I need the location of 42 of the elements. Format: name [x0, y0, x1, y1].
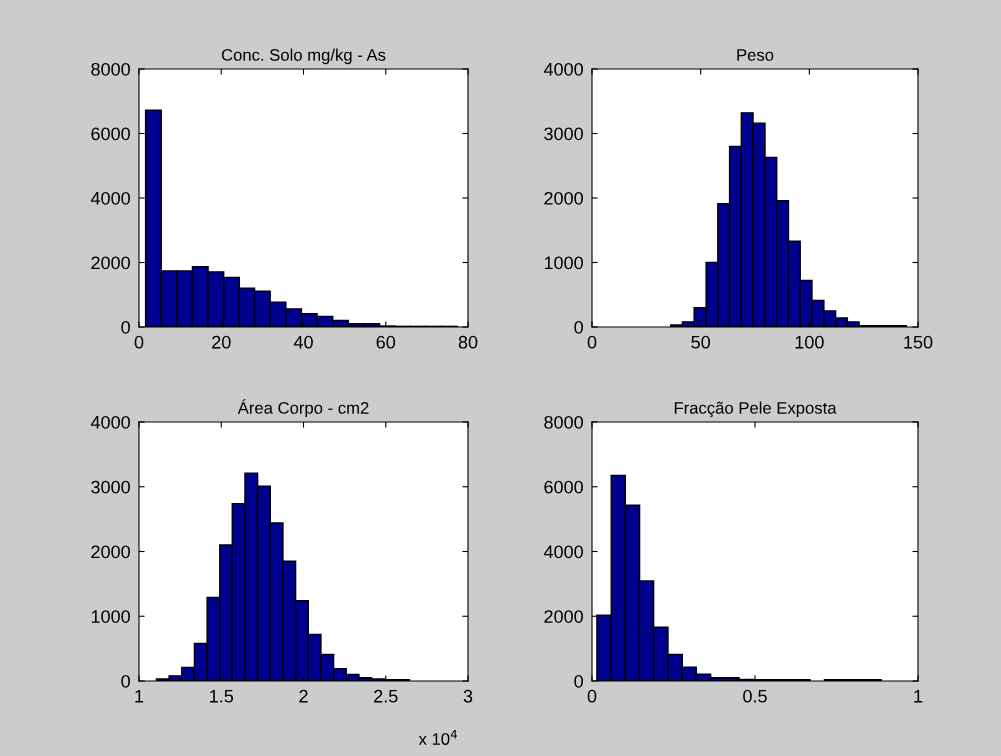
y-tick-label: 1000: [544, 256, 583, 270]
x-tick-label: 0: [587, 335, 597, 349]
y-tick-label: 2000: [544, 610, 583, 623]
y-tick-label: 4000: [543, 62, 583, 76]
x-tick-label: 1: [135, 690, 144, 703]
x-tick-label: 1: [914, 690, 923, 703]
y-tick-label: 4000: [90, 415, 130, 429]
y-tick-label: 0: [121, 674, 130, 688]
chart-title: Fracção Pele Exposta: [674, 401, 837, 418]
text: x 10$^{4}$: [418, 729, 457, 745]
x-tick-label: 2: [299, 689, 308, 703]
y-tick-label: 4000: [543, 545, 583, 559]
y-tick-label: 0: [574, 320, 583, 334]
y-tick-label: 2000: [544, 191, 583, 205]
x-tick-label: 2.5: [374, 689, 398, 703]
y-tick-label: 6000: [544, 480, 583, 494]
chart-title: Área Corpo - cm2: [237, 399, 369, 418]
x-tick-label: 150: [904, 335, 933, 349]
y-tick-label: 3000: [544, 127, 583, 141]
y-tick-label: 8000: [544, 415, 583, 429]
x-tick-label: 80: [458, 335, 478, 349]
y-tick-label: 0: [121, 320, 130, 334]
x-tick-label: 1.5: [210, 690, 234, 703]
x-tick-label: 100: [795, 335, 824, 349]
x-tick-label: 0: [587, 689, 597, 703]
x-tick-label: 20: [212, 335, 231, 349]
y-tick-label: 2000: [91, 256, 130, 270]
y-tick-label: 2000: [91, 545, 130, 559]
chart-title: Conc. Solo mg/kg - As: [221, 48, 386, 65]
x-tick-label: 60: [376, 335, 396, 349]
y-tick-label: 6000: [91, 127, 130, 141]
chart-title: Peso: [737, 49, 774, 61]
x-tick-label: 50: [691, 335, 710, 349]
x-tick-label: 0: [134, 335, 144, 349]
y-tick-label: 1000: [91, 610, 130, 623]
y-tick-label: 3000: [91, 480, 130, 494]
y-tick-label: 0: [574, 674, 583, 688]
x-tick-label: 3: [463, 689, 473, 703]
x-tick-label: 40: [293, 335, 313, 349]
y-tick-label: 8000: [91, 62, 130, 76]
y-tick-label: 4000: [90, 191, 130, 205]
x-tick-label: 0.5: [743, 689, 767, 703]
